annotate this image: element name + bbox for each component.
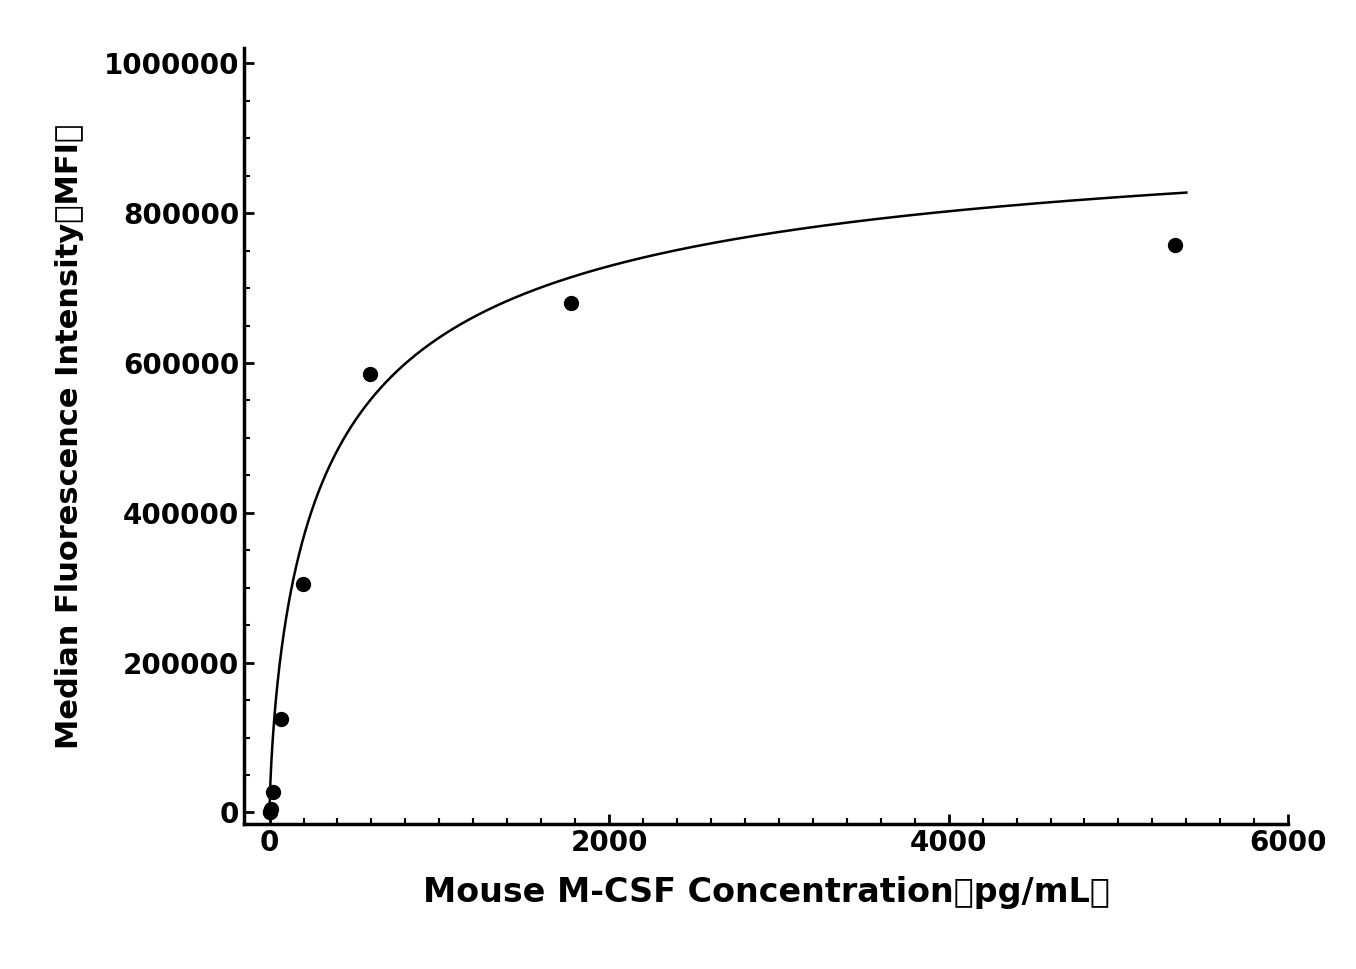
Point [1163, 237, 1185, 253]
Point [259, 804, 281, 820]
X-axis label: Mouse M-CSF Concentration（pg/mL）: Mouse M-CSF Concentration（pg/mL） [423, 876, 1109, 909]
Point [359, 366, 381, 382]
Point [263, 785, 285, 800]
Y-axis label: Median Fluorescence Intensity（MFI）: Median Fluorescence Intensity（MFI） [56, 123, 84, 749]
Point [270, 711, 292, 727]
Point [260, 801, 282, 817]
Point [560, 296, 582, 311]
Point [259, 804, 281, 820]
Point [293, 577, 315, 592]
